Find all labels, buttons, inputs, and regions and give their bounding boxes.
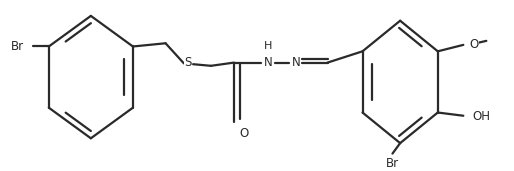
Text: OH: OH: [472, 110, 490, 123]
Text: N: N: [264, 56, 272, 69]
Text: S: S: [185, 56, 192, 69]
Text: O: O: [469, 38, 479, 51]
Text: Br: Br: [386, 157, 399, 170]
Text: N: N: [291, 56, 300, 69]
Text: H: H: [264, 42, 272, 51]
Text: O: O: [240, 127, 249, 140]
Text: Br: Br: [11, 40, 24, 53]
